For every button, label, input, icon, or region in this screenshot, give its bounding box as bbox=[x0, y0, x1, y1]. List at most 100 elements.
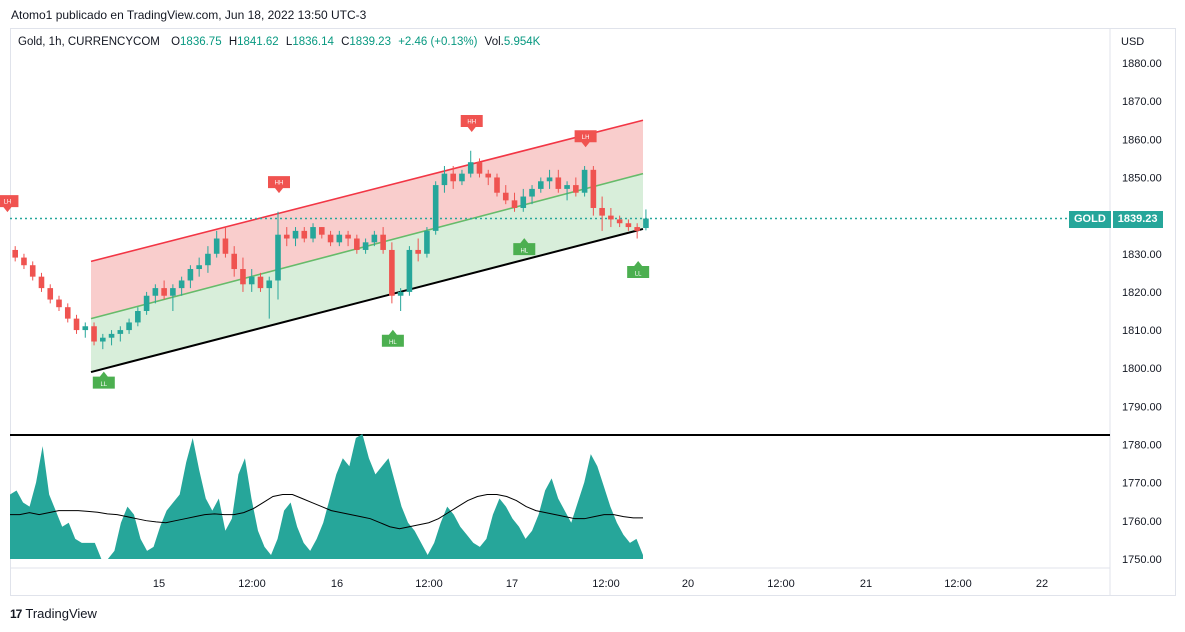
channel-upper-line bbox=[90, 119, 644, 263]
pivot-label: HH bbox=[268, 176, 290, 194]
pivot-label-text: HH bbox=[275, 181, 284, 187]
legend-change: +2.46 (+0.13%) bbox=[398, 36, 478, 48]
pivot-label-text: HL bbox=[520, 249, 528, 255]
candle-body bbox=[336, 234, 343, 243]
pivot-label-shape bbox=[0, 195, 19, 213]
y-tick-label: 1750.00 bbox=[1122, 554, 1162, 566]
candle-body bbox=[143, 295, 150, 311]
candle-body bbox=[275, 234, 281, 281]
pivot-label-text: LL bbox=[635, 272, 642, 278]
legend-low-label: L bbox=[285, 36, 293, 48]
candle-body bbox=[29, 265, 36, 277]
candle-body bbox=[82, 326, 89, 331]
candle-body bbox=[380, 234, 386, 250]
pivot-label-shape bbox=[513, 238, 536, 256]
candle-body bbox=[170, 288, 176, 296]
channel-lower-zone bbox=[91, 173, 643, 373]
candle-body bbox=[21, 257, 27, 266]
candle-body bbox=[432, 185, 439, 231]
candle-body bbox=[248, 276, 255, 285]
y-tick-label: 1850.00 bbox=[1122, 172, 1162, 184]
y-tick-label: 1760.00 bbox=[1122, 516, 1162, 528]
candle-body bbox=[415, 249, 421, 254]
axis-currency: USD bbox=[1121, 36, 1144, 48]
candle-body bbox=[573, 185, 579, 193]
y-tick-label: 1800.00 bbox=[1122, 363, 1162, 375]
tradingview-logo-icon: 17 bbox=[10, 606, 22, 621]
pivot-label-text: LL bbox=[100, 382, 107, 388]
y-tick-label: 1860.00 bbox=[1122, 134, 1162, 146]
candle-body bbox=[257, 276, 264, 289]
candle-body bbox=[599, 207, 605, 216]
legend-vol-label: Vol. bbox=[484, 36, 504, 48]
x-tick-label: 12:00 bbox=[238, 578, 266, 590]
candle-body bbox=[406, 249, 413, 292]
candle-body bbox=[178, 280, 185, 289]
pivot-label: HH bbox=[460, 115, 483, 133]
footer-brand[interactable]: 17 TradingView bbox=[10, 606, 97, 621]
candle-body bbox=[319, 227, 325, 235]
candle-body bbox=[73, 318, 80, 331]
pivot-label: HL bbox=[381, 329, 404, 347]
candle-body bbox=[494, 177, 500, 193]
candle-body bbox=[564, 185, 570, 189]
x-tick-label: 12:00 bbox=[767, 578, 795, 590]
pivot-label-shape bbox=[381, 329, 404, 347]
candle-body bbox=[345, 234, 351, 239]
candle-body bbox=[12, 249, 18, 258]
y-tick-label: 1870.00 bbox=[1122, 96, 1162, 108]
channel-upper-zone bbox=[91, 120, 643, 319]
x-tick-label: 22 bbox=[1036, 578, 1048, 590]
legend-high-label: H bbox=[228, 36, 238, 48]
candle-body bbox=[581, 169, 588, 193]
legend-high: 1841.62 bbox=[237, 36, 279, 48]
x-tick-label: 15 bbox=[153, 578, 165, 590]
candle-body bbox=[310, 227, 316, 239]
y-tick-label: 1770.00 bbox=[1122, 478, 1162, 490]
candle-body bbox=[546, 177, 553, 182]
x-tick-label: 12:00 bbox=[415, 578, 443, 590]
y-tick-label: 1810.00 bbox=[1122, 325, 1162, 337]
candle-body bbox=[424, 230, 430, 254]
y-tick-label: 1820.00 bbox=[1122, 287, 1162, 299]
pivot-label-text: HL bbox=[389, 340, 397, 346]
candle-body bbox=[371, 234, 378, 243]
x-tick-label: 20 bbox=[682, 578, 694, 590]
pivot-label: LL bbox=[92, 371, 115, 389]
y-tick-label: 1780.00 bbox=[1122, 440, 1162, 452]
publisher-line: Atomo1 publicado en TradingView.com, Jun… bbox=[11, 8, 367, 22]
candle-body bbox=[283, 234, 290, 239]
channel-lower-line bbox=[90, 228, 644, 374]
ohlc-legend: Gold, 1h, CURRENCYCOM O1836.75 H1841.62 … bbox=[18, 36, 544, 48]
legend-open: 1836.75 bbox=[180, 36, 222, 48]
y-tick-label: 1790.00 bbox=[1122, 401, 1162, 413]
candle-body bbox=[56, 299, 62, 308]
candle-body bbox=[467, 162, 474, 174]
candle-body bbox=[47, 288, 54, 300]
candle-body bbox=[152, 288, 159, 296]
legend-symbol[interactable]: Gold, 1h, CURRENCYCOM bbox=[18, 36, 160, 48]
chart-frame bbox=[10, 28, 1176, 596]
legend-vol: 5.954K bbox=[503, 36, 541, 48]
y-tick-label: 1880.00 bbox=[1122, 58, 1162, 70]
candle-body bbox=[205, 253, 211, 266]
candle-body bbox=[240, 269, 246, 285]
candle-body bbox=[538, 181, 544, 189]
candle-body bbox=[91, 326, 97, 342]
candle-body bbox=[450, 173, 456, 182]
candle-body bbox=[222, 238, 229, 254]
candle-body bbox=[520, 196, 527, 208]
x-tick-label: 12:00 bbox=[592, 578, 620, 590]
legend-close-label: C bbox=[341, 36, 350, 48]
candle-body bbox=[643, 218, 649, 229]
candle-body bbox=[231, 253, 237, 270]
candle-body bbox=[100, 337, 106, 342]
pivot-label-shape bbox=[92, 371, 115, 389]
y-tick-label: 1830.00 bbox=[1122, 249, 1162, 261]
footer-brand-text: TradingView bbox=[25, 606, 97, 621]
pivot-label-shape bbox=[460, 115, 483, 133]
legend-close: 1839.23 bbox=[349, 36, 391, 48]
candle-body bbox=[389, 249, 395, 296]
candle-body bbox=[485, 173, 492, 178]
